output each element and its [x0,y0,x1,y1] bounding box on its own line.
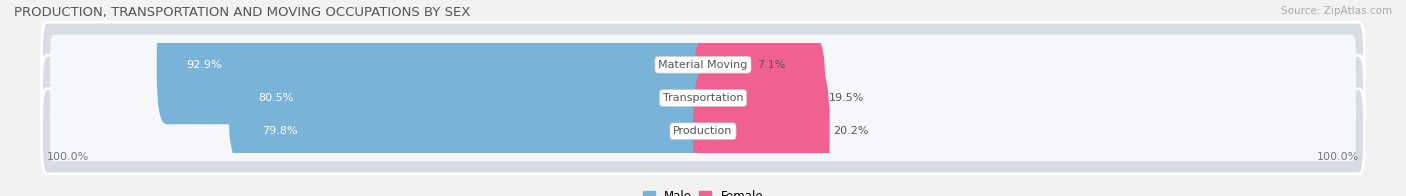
FancyBboxPatch shape [693,5,754,124]
Text: 92.9%: 92.9% [186,60,222,70]
FancyBboxPatch shape [228,38,713,158]
Text: 79.8%: 79.8% [262,126,298,136]
FancyBboxPatch shape [42,89,1364,174]
Text: 20.2%: 20.2% [832,126,869,136]
Text: 19.5%: 19.5% [828,93,865,103]
FancyBboxPatch shape [42,55,1364,141]
FancyBboxPatch shape [232,72,713,191]
Text: Transportation: Transportation [662,93,744,103]
Legend: Male, Female: Male, Female [638,185,768,196]
Text: 7.1%: 7.1% [756,60,786,70]
FancyBboxPatch shape [51,101,1355,161]
Text: Source: ZipAtlas.com: Source: ZipAtlas.com [1281,6,1392,16]
Text: Material Moving: Material Moving [658,60,748,70]
FancyBboxPatch shape [51,35,1355,95]
Text: 100.0%: 100.0% [1317,152,1360,162]
Text: 80.5%: 80.5% [257,93,294,103]
Text: 100.0%: 100.0% [46,152,89,162]
FancyBboxPatch shape [51,68,1355,128]
Text: Production: Production [673,126,733,136]
FancyBboxPatch shape [156,5,713,124]
FancyBboxPatch shape [693,72,830,191]
Text: PRODUCTION, TRANSPORTATION AND MOVING OCCUPATIONS BY SEX: PRODUCTION, TRANSPORTATION AND MOVING OC… [14,6,471,19]
FancyBboxPatch shape [42,22,1364,107]
FancyBboxPatch shape [693,38,825,158]
